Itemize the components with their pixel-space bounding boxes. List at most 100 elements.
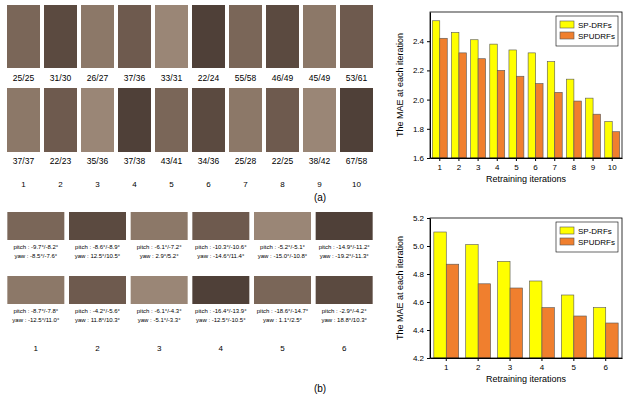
tick: 2.4 (413, 37, 430, 46)
tick-mark (427, 246, 430, 247)
tick-mark (439, 158, 440, 161)
tick-mark (573, 358, 574, 361)
tick-mark (516, 158, 517, 161)
image-caption: pitch : -14.9°/-11.2° (319, 244, 371, 250)
bar (593, 308, 605, 358)
photo (303, 5, 336, 68)
photo (254, 212, 311, 240)
image-caption: yaw : -19.2°/-11.3° (320, 253, 370, 259)
photo (69, 276, 126, 304)
tick: 5.0 (413, 242, 430, 251)
column-number: 4 (132, 180, 137, 189)
photo (131, 212, 188, 240)
photo (155, 88, 188, 152)
image-caption: 43/41 (161, 156, 183, 166)
x-axis: 123456 (431, 358, 623, 372)
legend-swatch (560, 227, 574, 234)
tick-mark (427, 158, 430, 159)
column-number: 7 (243, 180, 248, 189)
tick-label: 4.6 (413, 298, 425, 307)
tick-label: 5 (572, 363, 577, 372)
photo (192, 212, 249, 240)
image-caption: 33/31 (161, 73, 183, 83)
tick-mark (427, 358, 430, 359)
legend-label: SPUDRFs (578, 32, 615, 41)
tick: 1 (444, 358, 449, 372)
photo (81, 5, 114, 68)
tick: 1 (438, 158, 443, 172)
bar (490, 44, 497, 158)
column-number: 1 (21, 180, 26, 189)
legend: SP-DRFs SPUDRFs (556, 16, 618, 46)
photo (303, 88, 336, 152)
tick: 2.2 (413, 66, 430, 75)
photo (316, 212, 373, 240)
panel-label: (a) (314, 192, 326, 203)
column-number: 6 (206, 180, 211, 189)
plot-frame (430, 12, 622, 158)
bar (440, 38, 447, 158)
image-caption: pitch : -5.2°/-5.1° (260, 244, 305, 250)
x-axis: 12345678910 (431, 158, 623, 172)
bar (605, 122, 612, 159)
tick-label: 2.2 (413, 66, 425, 75)
legend: SP-DRFsSPUDRFs (556, 222, 618, 252)
photo (155, 5, 188, 68)
bar (516, 76, 523, 158)
photo (44, 5, 77, 68)
tick: 3 (508, 358, 513, 372)
image-caption: 22/25 (272, 156, 294, 166)
bar (530, 281, 542, 358)
photo (7, 212, 64, 240)
tick-label: 7 (553, 163, 558, 172)
image-caption: yaw : 11.8°/10.3° (75, 317, 121, 323)
tick-label: 2 (457, 163, 462, 172)
tick-mark (427, 129, 430, 130)
column-number: 10 (352, 180, 361, 189)
tick-label: 1.6 (413, 154, 425, 163)
image-caption: 55/58 (235, 73, 257, 83)
bar (434, 232, 446, 358)
photo (340, 88, 373, 152)
image-caption: yaw : -12.5°/-10.5° (196, 317, 246, 323)
column-number: 2 (95, 344, 100, 353)
image-caption: 37/36 (124, 73, 146, 83)
tick-label: 4 (495, 163, 500, 172)
tick-mark (458, 158, 459, 161)
tick-label: 9 (591, 163, 596, 172)
image-caption: 34/36 (198, 156, 220, 166)
legend-label: SPUDRFs (578, 238, 615, 247)
tick-mark (497, 158, 498, 161)
tick-label: 8 (572, 163, 577, 172)
tick-label: 1 (438, 163, 443, 172)
tick-mark (605, 358, 606, 361)
chart: 4.24.44.64.85.05.2123456Retraining itera… (395, 214, 623, 384)
tick-label: 4.2 (413, 354, 425, 363)
tick-label: 5.2 (413, 214, 425, 223)
axis-line (430, 13, 431, 159)
image-caption: pitch : -4.2°/-5.6° (75, 308, 120, 314)
axis-line (430, 219, 431, 359)
bar (547, 62, 554, 158)
image-caption: yaw : 2.9°/5.2° (140, 253, 179, 259)
bar (555, 92, 562, 158)
image-caption: pitch : -8.6°/-8.9° (75, 244, 120, 250)
tick: 4.6 (413, 298, 430, 307)
image-caption: 35/36 (87, 156, 109, 166)
column-number: 4 (219, 344, 224, 353)
photo (69, 212, 126, 240)
tick: 2.0 (413, 96, 430, 105)
legend-label: SP-DRFs (578, 21, 612, 30)
image-caption: yaw : 12.5°/10.5° (75, 253, 121, 259)
photo (7, 5, 40, 68)
tick-label: 6 (604, 363, 609, 372)
photo (7, 88, 40, 152)
tick: 4.2 (413, 354, 430, 363)
image-caption: pitch : -10.3°/-10.6° (195, 244, 247, 250)
photo (192, 276, 249, 304)
tick-mark (427, 100, 430, 101)
photo (316, 276, 373, 304)
column-number: 8 (280, 180, 285, 189)
image-caption: 25/28 (235, 156, 257, 166)
photo (192, 5, 225, 68)
